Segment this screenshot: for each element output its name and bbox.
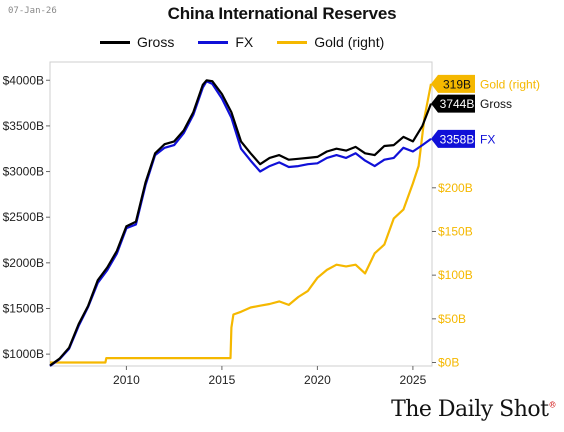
x-tick-label: 2015 — [209, 373, 236, 387]
y-left-tick-label: $3500B — [3, 119, 44, 133]
y-left-tick-label: $1000B — [3, 347, 44, 361]
brand-registered-mark: ® — [548, 400, 557, 410]
y-left-tick-label: $4000B — [3, 73, 44, 87]
plot-frame — [49, 61, 433, 367]
legend-label-gross: Gross — [137, 34, 175, 50]
y-right-tick-label: $200B — [438, 181, 473, 195]
legend-item-fx: FX — [198, 34, 253, 50]
legend-swatch-fx — [198, 40, 229, 44]
y-right-tick-label: $150B — [438, 224, 473, 238]
legend-swatch-gross — [100, 40, 130, 44]
end-label-name: FX — [480, 132, 495, 146]
legend-label-gold: Gold (right) — [314, 34, 385, 50]
legend-item-gold: Gold (right) — [277, 34, 384, 50]
chart-legend: Gross FX Gold (right) — [100, 34, 384, 50]
x-tick-label: 2025 — [400, 373, 427, 387]
end-label-value: 319B — [443, 77, 471, 91]
end-label-tag — [431, 94, 475, 113]
y-left-tick-label: $2500B — [3, 210, 44, 224]
y-right-tick-label: $50B — [438, 312, 466, 326]
end-label-name: Gross — [480, 97, 512, 111]
brand-logo: The Daily Shot® — [391, 397, 556, 422]
series-line-fx — [49, 80, 432, 367]
brand-name: The Daily Shot — [391, 397, 549, 422]
y-left-tick-label: $3000B — [3, 165, 44, 179]
chart-title: China International Reserves — [167, 4, 397, 23]
date-stamp: 07-Jan-26 — [8, 6, 57, 16]
legend-label-fx: FX — [235, 34, 254, 50]
series-line-gross — [49, 79, 433, 367]
series-line-gold-right — [50, 83, 433, 364]
end-label-tag — [431, 74, 475, 93]
end-label-value: 3358B — [440, 132, 475, 146]
legend-swatch-gold — [277, 40, 308, 44]
x-tick-label: 2020 — [304, 373, 331, 387]
y-right-tick-label: $100B — [438, 268, 473, 282]
y-right-tick-label: $0B — [438, 356, 459, 370]
y-left-tick-label: $1500B — [3, 301, 44, 315]
x-tick-label: 2010 — [113, 373, 140, 387]
legend-item-gross: Gross — [100, 34, 174, 50]
end-label-tag — [431, 129, 475, 148]
end-label-name: Gold (right) — [480, 77, 540, 91]
end-label-value: 3744B — [440, 97, 475, 111]
y-left-tick-label: $2000B — [3, 256, 44, 270]
